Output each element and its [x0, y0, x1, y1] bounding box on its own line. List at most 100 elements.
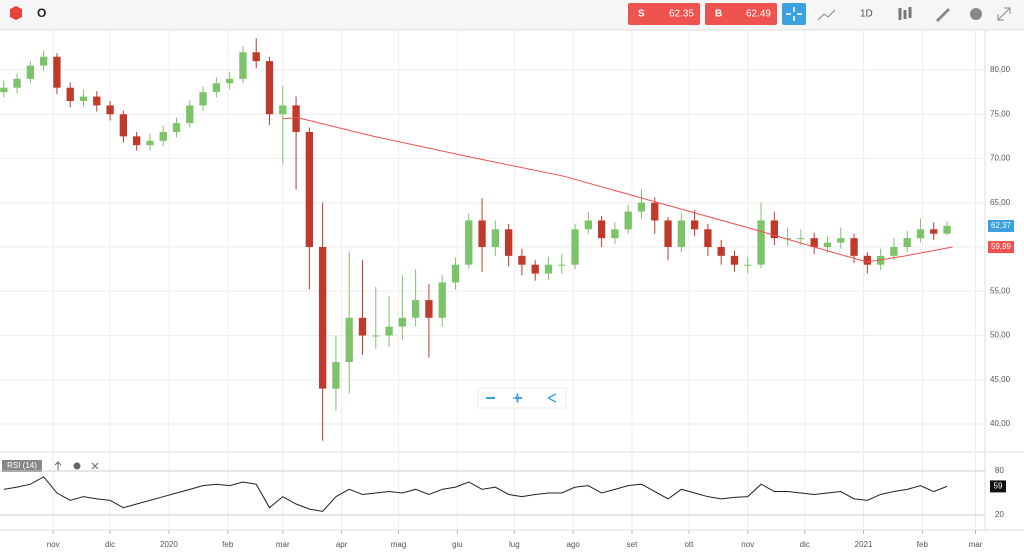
- x-tick-label: lug: [509, 540, 520, 549]
- candles-icon[interactable]: [898, 7, 912, 20]
- x-tick-label: set: [627, 540, 638, 549]
- candle-body: [411, 300, 420, 318]
- rsi-settings-icon[interactable]: [73, 462, 81, 470]
- x-tick-label: ago: [566, 540, 580, 549]
- sell-button[interactable]: [628, 3, 700, 25]
- candle-body: [39, 56, 48, 66]
- settings-icon[interactable]: [970, 8, 982, 20]
- candle-body: [903, 238, 911, 247]
- candle-body: [637, 202, 646, 212]
- candle-body: [66, 87, 74, 101]
- x-tick-label: giu: [452, 540, 463, 549]
- x-tick-label: ott: [684, 540, 694, 549]
- header-bar: [0, 0, 1024, 30]
- candle-body: [943, 225, 951, 234]
- candle-body: [305, 131, 314, 247]
- interval[interactable]: 1D: [860, 9, 873, 20]
- candle-body: [518, 255, 526, 265]
- candle-body: [571, 229, 579, 265]
- price-tag-label: 59,99: [991, 242, 1012, 251]
- buy-button[interactable]: [705, 3, 777, 25]
- candle-body: [584, 220, 592, 230]
- rsi-tag: [2, 460, 42, 472]
- candle-body: [279, 105, 287, 115]
- fullscreen-icon[interactable]: [997, 7, 1011, 21]
- candle-body: [611, 229, 619, 239]
- candle-body: [863, 255, 871, 265]
- candle-body: [172, 123, 181, 132]
- sell-label: S: [638, 9, 645, 20]
- y-tick-label: 55,00: [990, 286, 1011, 295]
- y-tick-label: 70,00: [990, 154, 1011, 163]
- y-tick-label: 80,00: [990, 65, 1011, 74]
- candle-body: [186, 105, 194, 124]
- candle-body: [26, 65, 35, 79]
- buy-label: B: [715, 9, 722, 20]
- candle-body: [0, 87, 8, 93]
- x-tick-label: mag: [391, 540, 407, 549]
- candle-body: [531, 264, 539, 274]
- y-tick-label: 75,00: [990, 109, 1011, 118]
- x-tick-label: 2021: [855, 540, 873, 549]
- candle-body: [199, 92, 207, 106]
- candle-body: [677, 220, 685, 247]
- candle-body: [385, 326, 393, 336]
- candle-body: [465, 220, 473, 265]
- x-tick-label: dic: [800, 540, 810, 549]
- candle-body: [744, 264, 752, 266]
- moving-average: [282, 117, 953, 263]
- price-tag: [988, 241, 1014, 254]
- share-icon[interactable]: [547, 393, 557, 403]
- candle-body: [544, 264, 553, 274]
- chart-type-icon[interactable]: [817, 9, 836, 21]
- candle-body: [916, 229, 925, 239]
- candle-body: [930, 229, 938, 234]
- candle-body: [890, 246, 898, 256]
- sell-price: 62.35: [669, 9, 694, 20]
- candle-body: [212, 83, 221, 93]
- candle-body: [119, 114, 128, 137]
- candle-body: [451, 264, 460, 283]
- candle-body: [478, 220, 486, 247]
- rsi-tag-box: [990, 480, 1006, 493]
- candle-body: [252, 52, 260, 62]
- x-tick-label: nov: [47, 540, 60, 549]
- candle-body: [106, 105, 114, 115]
- candle-body: [93, 96, 101, 106]
- rsi-line: [3, 476, 948, 512]
- candle-body: [850, 238, 858, 256]
- candle-body: [292, 105, 300, 132]
- candle-body: [770, 220, 778, 239]
- candle-body: [797, 238, 805, 240]
- x-tick-label: mar: [969, 540, 983, 549]
- rsi-up-icon[interactable]: [54, 461, 62, 470]
- x-tick-label: feb: [917, 540, 929, 549]
- candle-body: [159, 131, 167, 141]
- buy-price: 62.49: [746, 9, 771, 20]
- rsi-title: RSI (14): [7, 461, 37, 470]
- candle-body: [783, 238, 792, 240]
- candle-body: [597, 220, 606, 239]
- candle-body: [438, 282, 446, 318]
- logo: [10, 6, 22, 20]
- candle-body: [146, 140, 154, 146]
- candle-body: [504, 229, 513, 256]
- candle-body: [358, 317, 367, 336]
- candle-body: [558, 264, 566, 266]
- candle-body: [372, 335, 380, 337]
- crosshair-icon: [786, 7, 802, 21]
- draw-icon[interactable]: [936, 8, 950, 22]
- candle-body: [132, 136, 141, 146]
- x-tick-label: apr: [336, 540, 348, 549]
- y-tick-label: 80: [995, 466, 1004, 475]
- crosshair-button[interactable]: [782, 3, 806, 25]
- rsi-close-icon[interactable]: [91, 462, 99, 470]
- candle-body: [730, 255, 739, 265]
- candle-body: [690, 220, 699, 230]
- candle-body: [823, 242, 832, 247]
- candle-body: [837, 238, 845, 243]
- candle-body: [239, 52, 247, 79]
- candle-body: [425, 300, 433, 318]
- candle-body: [345, 317, 353, 363]
- symbol: O: [37, 6, 46, 20]
